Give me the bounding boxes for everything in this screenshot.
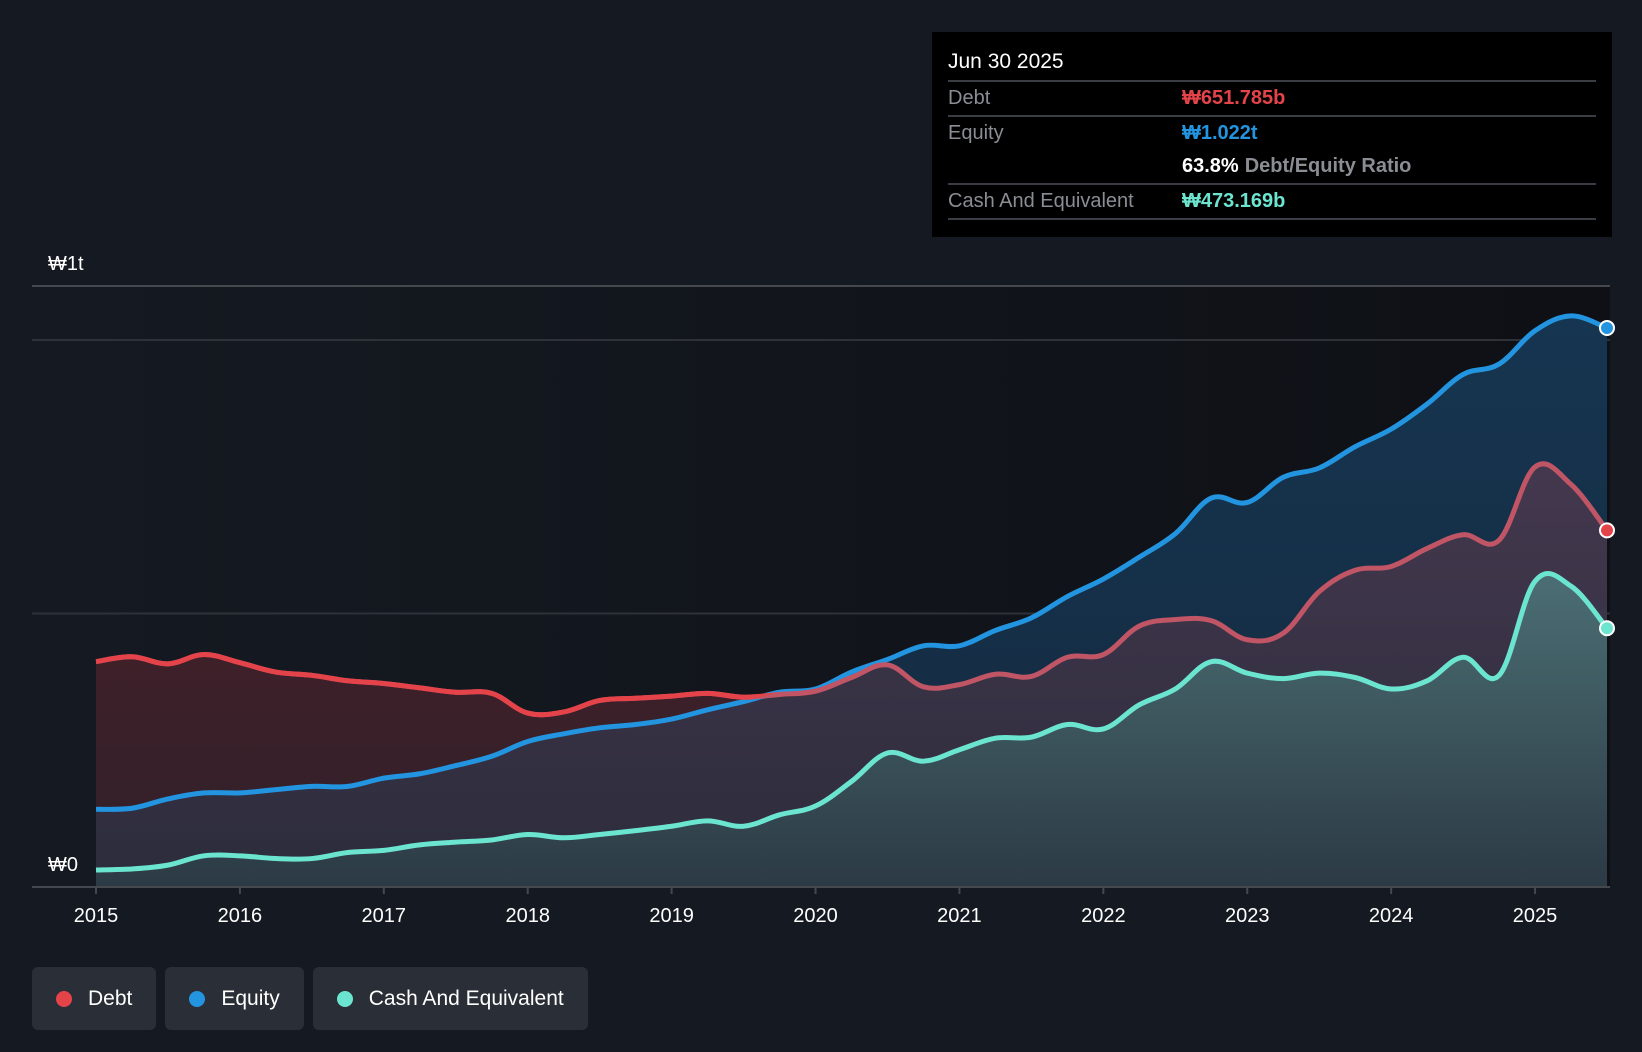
x-tick-label: 2017 [362,905,407,927]
x-tick-label: 2025 [1513,905,1558,927]
equity-line [95,313,1608,812]
tooltip-equity-value: ₩1.022t [1182,122,1258,144]
x-tick-label: 2019 [649,905,694,927]
tooltip-row-cash: Cash And Equivalent ₩473.169b [948,185,1596,220]
x-tick-label: 2024 [1369,905,1414,927]
legend-item-debt[interactable]: Debt [32,967,157,1030]
tooltip-debt-label: Debt [948,87,991,109]
tooltip-cash-value: ₩473.169b [1182,190,1286,212]
cash-area [96,573,1607,887]
tooltip-row-equity: Equity ₩1.022t [948,117,1596,150]
x-tick-label: 2016 [218,905,263,927]
y-tick-label: ₩0 [48,854,78,876]
legend-item-cash[interactable]: Cash And Equivalent [312,967,588,1030]
tooltip-ratio-label: Debt/Equity Ratio [1244,155,1412,177]
debt-end-marker[interactable] [1599,522,1615,539]
tooltip-equity-label: Equity [948,122,1004,144]
x-tick-label: 2020 [793,905,838,927]
x-tick-label: 2015 [74,905,119,927]
y-tick-label: ₩1t [48,253,84,275]
debt-dot-icon [56,990,72,1007]
x-tick-label: 2018 [505,905,550,927]
tooltip-ratio-spacer [948,150,1182,183]
equity-dot-icon [189,990,206,1007]
cash-end-marker[interactable] [1599,620,1615,637]
tooltip-cash-label: Cash And Equivalent [948,190,1134,212]
legend-label-equity: Equity [221,986,280,1010]
tooltip-debt-value: ₩651.785b [1182,87,1286,109]
cash-line [95,571,1609,873]
tooltip-ratio-value: 63.8% [1182,155,1239,177]
cash-dot-icon [336,990,353,1007]
legend-item-equity[interactable]: Equity [165,967,304,1030]
x-tick-label: 2021 [937,905,982,927]
legend-label-debt: Debt [88,986,133,1010]
equity-end-marker[interactable] [1599,319,1615,336]
legend: Debt Equity Cash And Equivalent [32,967,588,1030]
legend-label-cash: Cash And Equivalent [368,986,564,1010]
tooltip-row-debt: Debt ₩651.785b [948,82,1596,117]
tooltip-row-ratio: 63.8% Debt/Equity Ratio [948,150,1596,185]
x-tick-label: 2023 [1225,905,1270,927]
tooltip: Jun 30 2025 Debt ₩651.785b Equity ₩1.022… [932,32,1612,237]
tooltip-date: Jun 30 2025 [948,46,1596,82]
x-tick-label: 2022 [1081,905,1126,927]
